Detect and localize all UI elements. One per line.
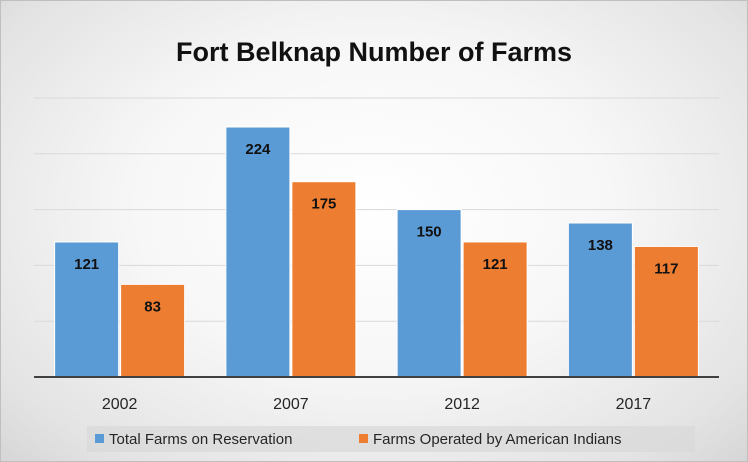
data-label: 121: [74, 256, 99, 273]
legend-swatch: [95, 434, 104, 443]
bar-american-indian-2017: [633, 245, 699, 378]
legend: Total Farms on Reservation Farms Operated…: [87, 426, 695, 452]
data-label: 150: [417, 224, 442, 241]
legend-box: [87, 426, 695, 452]
data-label: 224: [245, 141, 271, 158]
data-label: 138: [588, 237, 613, 254]
data-label: 175: [311, 196, 336, 213]
legend-entry: Total Farms on Reservation: [109, 431, 292, 448]
bars: 121 83 224 175 150 121 138 117: [54, 126, 699, 378]
x-tick-labels: 2002 2007 2012 2017: [102, 396, 651, 413]
data-label: 121: [483, 256, 508, 273]
x-tick-label: 2017: [616, 396, 652, 413]
x-tick-label: 2007: [273, 396, 309, 413]
bar-total-2017: [567, 222, 633, 378]
data-label: 83: [144, 298, 161, 315]
bar-total-2007: [225, 126, 291, 378]
bar-total-2012: [396, 209, 462, 378]
x-tick-label: 2012: [444, 396, 480, 413]
bar-american-indian-2007: [291, 181, 357, 378]
x-tick-label: 2002: [102, 396, 138, 413]
legend-swatch: [359, 434, 368, 443]
legend-entry: Farms Operated by American Indians: [373, 431, 621, 448]
bar-total-2002: [54, 241, 120, 378]
bar-american-indian-2012: [462, 241, 528, 378]
data-label: 117: [654, 260, 678, 277]
chart-title: Fort Belknap Number of Farms: [176, 37, 572, 67]
